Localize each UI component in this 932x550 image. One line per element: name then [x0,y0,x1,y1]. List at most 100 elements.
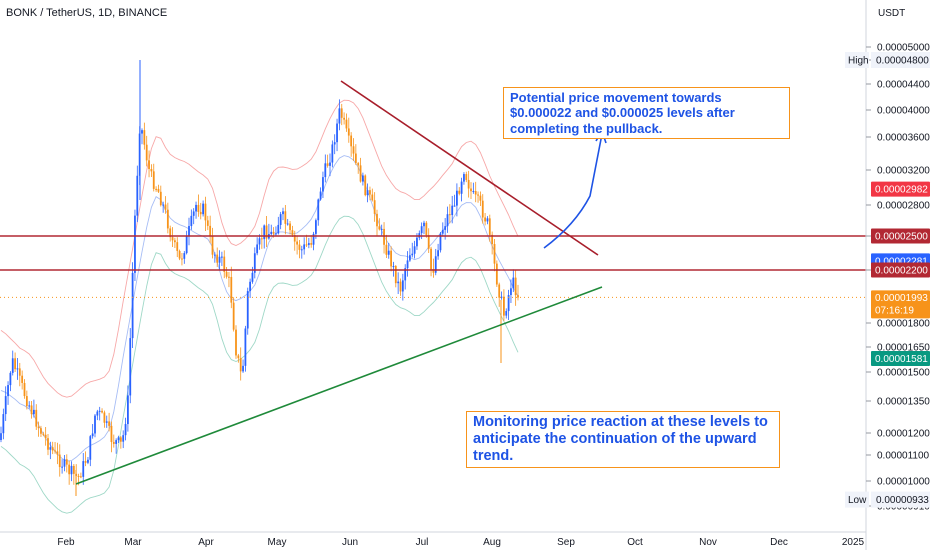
candle-body [265,225,268,239]
lower-band [0,215,519,514]
candle-body [110,425,113,442]
trend-lines [0,80,866,485]
candle-body [343,117,345,120]
candle-body [486,218,489,222]
candle-body [37,426,40,429]
candle-body [190,215,193,227]
y-tick-label: 0.00001200 [877,429,930,440]
candle-body [44,434,47,439]
y-tick-label: 0.00001000 [877,477,930,488]
middle-band [0,155,519,462]
candle-body [155,188,157,190]
candle-body [253,253,256,273]
candle-body [331,144,334,163]
candle-body [178,250,181,259]
candle-body [183,253,186,259]
y-tick-label: 0.00001500 [877,368,930,379]
candle-body [286,223,289,225]
candle-body [312,233,315,245]
candle-body [491,234,494,244]
ascending-trendline [75,286,603,485]
candle-body [176,242,179,251]
candle-body [145,144,148,161]
candle-body [84,461,87,463]
candle-body [4,396,7,415]
candle-body [279,214,282,225]
candle-body [0,433,2,440]
candle-body [385,244,388,255]
candle-body [68,464,71,475]
candle-body [199,211,202,215]
last-price-tag: 0.00001993 [875,293,928,304]
candle-body [152,171,155,189]
candle-body [364,175,367,196]
level-price-tag: 0.00002500 [875,232,928,243]
candle-body [336,123,338,143]
candle-body [369,190,371,195]
candle-body [112,441,115,444]
candle-body [510,288,512,296]
candle-body [221,256,223,258]
candle-body [148,160,150,169]
candle-body [235,329,237,356]
candle-body [319,191,322,200]
projection-arrow [543,133,603,249]
candle-body [401,280,404,292]
price-price-tag: 0.00002982 [875,185,928,196]
candle-body [298,244,301,250]
candle-body [119,437,122,442]
x-tick-label: Feb [57,537,75,548]
candle-body [143,130,146,145]
candle-body [188,226,190,236]
candle-body [258,238,261,245]
annotation-top[interactable]: Potential price movement towards $0.0000… [503,87,790,139]
level-price-tag-bg [871,228,930,244]
candle-body [56,451,59,455]
candle-body [141,130,143,134]
candle-body [387,250,390,255]
candle-body [338,108,341,124]
candle-body [150,168,153,172]
price-price-tag: 0.00001581 [875,354,928,365]
y-tick-label: 0.00005000 [877,43,930,54]
candle-body [169,228,172,238]
candle-body [477,194,479,196]
candle-body [171,237,174,241]
candle-body [108,421,110,426]
candle-body [117,437,120,441]
candle-body [260,238,263,240]
candle-body [437,250,439,257]
candle-body [470,188,472,192]
time-axis[interactable]: Feb Mar Apr May Jun Jul Aug Sep Oct Nov Dec 2025 [57,537,864,548]
candle-body [373,200,376,214]
upper-band [0,99,519,398]
candle-body [61,466,63,468]
candle-body [453,205,456,207]
level-price-tag-bg [871,262,930,278]
candle-body [89,436,92,460]
candle-body [218,256,221,263]
candle-body [14,358,16,370]
x-tick-label: Aug [483,537,501,548]
high-label-bg [845,52,869,68]
level-price-tag: 0.00002200 [875,266,928,277]
candle-body [277,224,280,234]
candle-body [293,234,296,242]
candle-body [7,385,9,397]
candle-body [416,237,418,247]
candle-body [58,454,61,468]
candle-body [427,235,430,249]
price-price-tag-bg [871,181,930,197]
candle-body [65,459,68,465]
y-tick-label: 0.00001350 [877,397,930,408]
candle-body [216,254,219,263]
candle-body [270,231,273,235]
low-price-tag: 0.00000933 [876,495,929,506]
x-tick-label: May [268,537,287,548]
candle-body [340,108,343,118]
candle-body [103,412,106,423]
x-tick-label: Sep [557,537,575,548]
annotation-bottom[interactable]: Monitoring price reaction at these level… [466,411,780,469]
